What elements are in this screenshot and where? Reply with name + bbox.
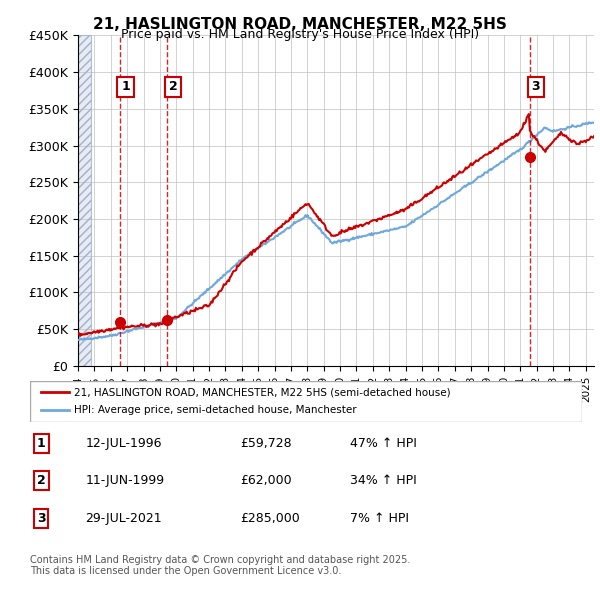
FancyBboxPatch shape	[30, 381, 582, 422]
Line: HPI: Average price, semi-detached house, Manchester: HPI: Average price, semi-detached house,…	[78, 122, 594, 340]
HPI: Average price, semi-detached house, Manchester: (1.99e+03, 3.54e+04): Average price, semi-detached house, Manc…	[74, 336, 82, 343]
Text: £59,728: £59,728	[240, 437, 292, 450]
21, HASLINGTON ROAD, MANCHESTER, M22 5HS (semi-detached house)	[320, 220, 328, 227]
21, HASLINGTON ROAD, MANCHESTER, M22 5HS (semi-detached house)	[76, 332, 83, 339]
21, HASLINGTON ROAD, MANCHESTER, M22 5HS (semi-detached house)	[383, 213, 390, 220]
Text: 3: 3	[531, 80, 540, 93]
HPI: Average price, semi-detached house, Manchester: (2.01e+03, 1.79e+05): Average price, semi-detached house, Manc…	[320, 231, 328, 238]
Text: 1: 1	[121, 80, 130, 93]
Text: 12-JUL-1996: 12-JUL-1996	[85, 437, 162, 450]
Text: Contains HM Land Registry data © Crown copyright and database right 2025.
This d: Contains HM Land Registry data © Crown c…	[30, 555, 410, 576]
21, HASLINGTON ROAD, MANCHESTER, M22 5HS (semi-detached house)	[74, 330, 82, 337]
Text: £285,000: £285,000	[240, 512, 299, 525]
Text: 2: 2	[169, 80, 178, 93]
HPI: Average price, semi-detached house, Manchester: (2.02e+03, 3.3e+05): Average price, semi-detached house, Manc…	[579, 120, 586, 127]
21, HASLINGTON ROAD, MANCHESTER, M22 5HS (semi-detached house)	[590, 133, 598, 140]
Text: 21, HASLINGTON ROAD, MANCHESTER, M22 5HS (semi-detached house): 21, HASLINGTON ROAD, MANCHESTER, M22 5HS…	[74, 387, 451, 397]
Text: 29-JUL-2021: 29-JUL-2021	[85, 512, 162, 525]
Line: 21, HASLINGTON ROAD, MANCHESTER, M22 5HS (semi-detached house): 21, HASLINGTON ROAD, MANCHESTER, M22 5HS…	[78, 114, 594, 336]
HPI: Average price, semi-detached house, Manchester: (2.01e+03, 1.74e+05): Average price, semi-detached house, Manc…	[355, 235, 362, 242]
HPI: Average price, semi-detached house, Manchester: (2.01e+03, 1.84e+05): Average price, semi-detached house, Manc…	[383, 227, 390, 234]
Text: 7% ↑ HPI: 7% ↑ HPI	[350, 512, 409, 525]
21, HASLINGTON ROAD, MANCHESTER, M22 5HS (semi-detached house)	[323, 227, 331, 234]
Text: 1: 1	[37, 437, 46, 450]
21, HASLINGTON ROAD, MANCHESTER, M22 5HS (semi-detached house)	[355, 224, 362, 231]
Text: HPI: Average price, semi-detached house, Manchester: HPI: Average price, semi-detached house,…	[74, 405, 357, 415]
Text: 3: 3	[37, 512, 46, 525]
HPI: Average price, semi-detached house, Manchester: (2.01e+03, 1.75e+05): Average price, semi-detached house, Manc…	[323, 234, 331, 241]
Text: 21, HASLINGTON ROAD, MANCHESTER, M22 5HS: 21, HASLINGTON ROAD, MANCHESTER, M22 5HS	[93, 17, 507, 31]
Text: 47% ↑ HPI: 47% ↑ HPI	[350, 437, 417, 450]
21, HASLINGTON ROAD, MANCHESTER, M22 5HS (semi-detached house)	[499, 142, 506, 149]
21, HASLINGTON ROAD, MANCHESTER, M22 5HS (semi-detached house)	[580, 138, 587, 145]
Text: Price paid vs. HM Land Registry's House Price Index (HPI): Price paid vs. HM Land Registry's House …	[121, 28, 479, 41]
Bar	[78, 35, 91, 366]
Text: 11-JUN-1999: 11-JUN-1999	[85, 474, 164, 487]
Text: £62,000: £62,000	[240, 474, 292, 487]
Text: 34% ↑ HPI: 34% ↑ HPI	[350, 474, 417, 487]
HPI: Average price, semi-detached house, Manchester: (2.03e+03, 3.32e+05): Average price, semi-detached house, Manc…	[585, 119, 592, 126]
HPI: Average price, semi-detached house, Manchester: (2.02e+03, 2.78e+05): Average price, semi-detached house, Manc…	[499, 158, 506, 165]
Bar	[78, 35, 91, 366]
HPI: Average price, semi-detached house, Manchester: (2.03e+03, 3.31e+05): Average price, semi-detached house, Manc…	[590, 119, 598, 126]
21, HASLINGTON ROAD, MANCHESTER, M22 5HS (semi-detached house)	[525, 110, 532, 117]
Text: 2: 2	[37, 474, 46, 487]
HPI: Average price, semi-detached house, Manchester: (1.99e+03, 3.51e+04): Average price, semi-detached house, Manc…	[76, 336, 83, 343]
